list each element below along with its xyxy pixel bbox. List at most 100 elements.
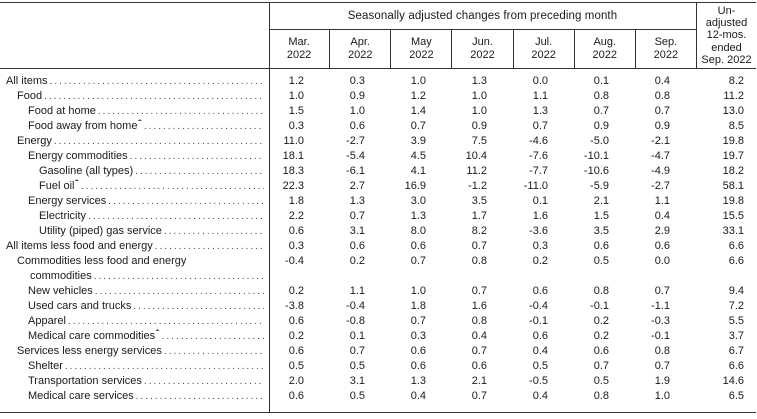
data-cell: -1.1: [651, 300, 670, 312]
row-label-line1: Transportation services: [0, 374, 269, 389]
data-cell: 0.8: [471, 315, 487, 327]
month-values: 2.0 3.1 1.3 2.1 -0.5 0.5 1.9: [269, 374, 697, 389]
table-row: Commodities less food and energy commodit…: [0, 254, 756, 284]
data-cell: 0.4: [532, 345, 548, 357]
data-cell: 0.5: [532, 360, 548, 372]
data-cell: -3.6: [529, 225, 548, 237]
month-label: Jul.: [535, 36, 553, 48]
footnote-marker: 1: [137, 119, 141, 123]
row-label-line1: Energy: [0, 134, 269, 149]
data-cell: 0.6: [288, 345, 304, 357]
row-label-line1: Fuel oil1: [0, 179, 269, 194]
dot-leader: [81, 179, 264, 194]
data-cell: 0.7: [593, 105, 609, 117]
row-label: Food: [0, 89, 269, 104]
data-cell: 10.4: [465, 150, 487, 162]
data-cell: 2.1: [593, 195, 609, 207]
row-label-line1: Food away from home1: [0, 119, 269, 134]
data-cell: -0.3: [651, 315, 670, 327]
data-cell: 1.8: [288, 195, 304, 207]
row-label-line1: All items less food and energy: [0, 239, 269, 254]
cpi-table: Seasonally adjusted changes from precedi…: [0, 2, 756, 413]
month-label: Jun.: [472, 36, 493, 48]
dot-leader: [50, 74, 264, 89]
data-cell: 0.7: [471, 240, 487, 252]
data-cell: 1.3: [349, 195, 365, 207]
data-cell: 0.9: [471, 120, 487, 132]
data-cell: 0.7: [471, 285, 487, 297]
dot-leader: [164, 224, 264, 239]
dot-leader: [133, 299, 264, 314]
data-cell: -7.6: [529, 150, 548, 162]
month-values: 18.3 -6.1 4.1 11.2 -7.7 -10.6 -4.9: [269, 164, 697, 179]
month-column-header: Sep. 2022: [636, 30, 696, 68]
data-cell: -3.8: [285, 300, 304, 312]
row-label: Utility (piped) gas service: [0, 224, 269, 239]
year-label: 2022: [531, 49, 556, 61]
table-row: All items less food and energy0.30.60.60…: [0, 239, 756, 254]
dot-leader: [95, 284, 264, 299]
data-cell: 0.7: [471, 345, 487, 357]
month-label: Mar.: [288, 36, 310, 48]
data-cell: 0.6: [532, 330, 548, 342]
data-cell: 1.3: [471, 75, 487, 87]
footnote-marker: 1: [74, 179, 78, 183]
unadjusted-data-cell: 5.5: [728, 315, 744, 327]
row-label: Energy services: [0, 194, 269, 209]
data-cell: -0.1: [590, 300, 609, 312]
row-label-line1: Commodities less food and energy: [17, 255, 187, 267]
unadjusted-header-line: ended: [711, 41, 742, 54]
data-cell: 2.7: [349, 180, 365, 192]
data-cell: 1.3: [532, 105, 548, 117]
data-cell: 2.0: [288, 375, 304, 387]
data-cell: -0.8: [346, 315, 365, 327]
data-cell: 2.1: [471, 375, 487, 387]
data-cell: -0.1: [651, 330, 670, 342]
group-header-label: Seasonally adjusted changes from precedi…: [269, 3, 696, 30]
table-row: Energy 11.0 -2.7 3.9 7.5 -4.6 -5.0 -2.1 19.8: [0, 134, 756, 149]
data-cell: 1.2: [288, 75, 304, 87]
data-cell: 3.0: [410, 195, 426, 207]
unadjusted-header-line: Sep. 2022: [701, 53, 752, 66]
data-cell: 1.0: [410, 75, 426, 87]
data-cell: 1.8: [410, 300, 426, 312]
unadjusted-data-cell: 6.5: [728, 390, 744, 402]
data-cell: 1.7: [471, 210, 487, 222]
dot-leader: [88, 209, 264, 224]
data-cell: 0.5: [593, 375, 609, 387]
row-label-line1: Services less energy services: [0, 344, 269, 359]
table-row: Food away from home10.30.60.70.90.70.90.…: [0, 119, 756, 134]
data-cell: 0.9: [654, 120, 670, 132]
dot-leader: [164, 344, 264, 359]
row-label: Services less energy services: [0, 344, 269, 359]
month-label: May: [410, 36, 432, 48]
table-row: Fuel oil1 22.3 2.7 16.9 -1.2 -11.0 -5.9 -2.7 58.…: [0, 179, 756, 194]
month-values: -3.8 -0.4 1.8 1.6 -0.4 -0.1 -1.1: [269, 299, 697, 314]
data-cell: 0.6: [288, 225, 304, 237]
data-cell: 0.3: [288, 240, 304, 252]
data-cell: 0.8: [654, 345, 670, 357]
data-cell: 0.8: [471, 255, 487, 267]
data-cell: 1.1: [654, 195, 670, 207]
data-cell: 0.9: [593, 120, 609, 132]
data-cell: 1.5: [593, 210, 609, 222]
month-values: 0.6 3.1 8.0 8.2 -3.6 3.5 2.9: [269, 224, 697, 239]
row-label-line2: commodities: [0, 269, 269, 284]
table-row: Food at home 1.5 1.0 1.4 1.0 1.3 0.7 0.7 13.0: [0, 104, 756, 119]
row-label-line1: Electricity: [0, 209, 269, 224]
footnote-marker: 1: [155, 329, 159, 333]
unadjusted-data-cell: 13.0: [722, 105, 744, 117]
unadjusted-header-line: adjusted: [705, 17, 748, 30]
month-values: -0.4 0.2 0.7 0.8 0.2 0.5 0.0: [269, 254, 697, 284]
data-cell: 0.8: [654, 90, 670, 102]
data-cell: 0.6: [410, 240, 426, 252]
row-label: Energy: [0, 134, 269, 149]
data-cell: 0.1: [593, 75, 609, 87]
data-cell: 1.0: [654, 390, 670, 402]
data-cell: 11.2: [466, 165, 487, 177]
stub-column-divider: [269, 3, 270, 412]
year-label: 2022: [653, 49, 679, 61]
table-row: Medical care services 0.6 0.5 0.4 0.7 0.4 0.8 1…: [0, 389, 756, 404]
data-cell: 16.9: [404, 180, 426, 192]
